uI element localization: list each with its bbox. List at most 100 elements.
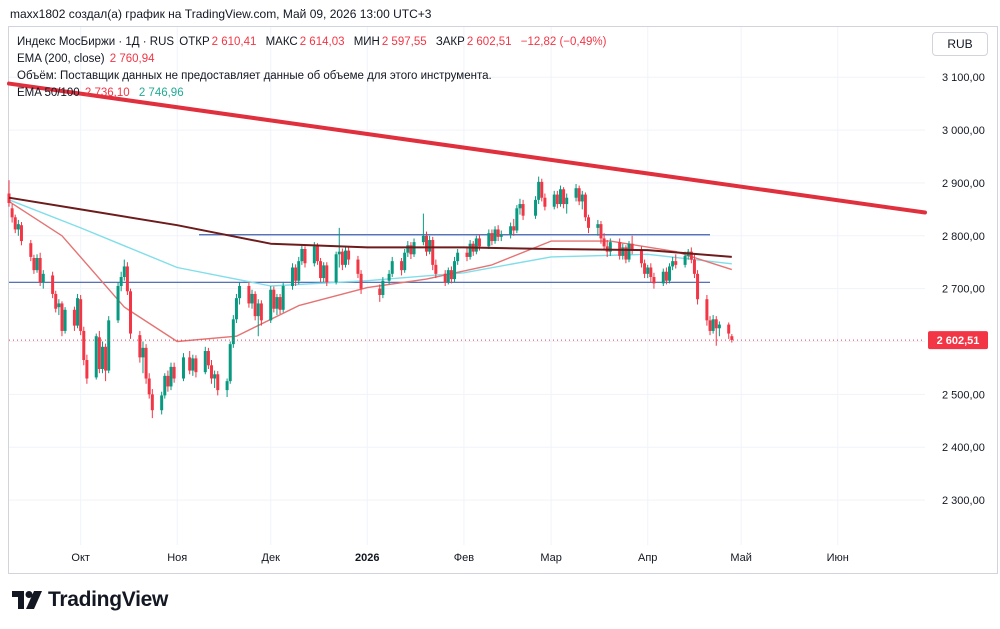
- candle-body: [583, 194, 587, 218]
- low-value: 2 597,55: [381, 36, 427, 48]
- candle-body: [521, 204, 525, 216]
- candle-body: [661, 271, 665, 284]
- candle-body: [104, 346, 108, 371]
- candle-body: [387, 273, 391, 281]
- chart-attribution: maxx1802 создал(а) график на TradingView…: [10, 7, 432, 21]
- y-tick-label: 2 900,00: [942, 178, 985, 190]
- candle-body: [400, 261, 404, 271]
- candle-body: [116, 286, 120, 321]
- volume-row: Объём: Поставщик данных не предоставляет…: [17, 68, 612, 85]
- candle-body: [668, 266, 672, 281]
- candle-body: [727, 324, 731, 334]
- candle-body: [449, 270, 453, 280]
- candle-body: [147, 378, 151, 395]
- open-value: 2 610,41: [211, 36, 257, 48]
- x-tick-label: Май: [730, 552, 752, 564]
- x-tick-label: Мар: [540, 552, 562, 564]
- y-tick-label: 2 500,00: [942, 389, 985, 401]
- candle-body: [191, 358, 195, 371]
- candle-body: [76, 298, 80, 326]
- last-price-label: 2 602,51: [937, 335, 980, 347]
- candle-body: [574, 188, 578, 198]
- candle-body: [210, 365, 214, 379]
- candle-body: [216, 374, 220, 391]
- candle-body: [596, 224, 600, 228]
- candle-body: [29, 243, 33, 257]
- candle-body: [696, 273, 700, 300]
- candle-body: [537, 181, 541, 200]
- candle-body: [730, 336, 734, 340]
- candle-body: [163, 375, 167, 396]
- candle-body: [122, 266, 126, 278]
- x-tick-label: Дек: [262, 552, 281, 564]
- candle-body: [649, 267, 653, 278]
- candle-body: [275, 297, 279, 309]
- ema-row[interactable]: EMA 50/100 2 736,10 2 746,96: [17, 85, 612, 102]
- high-label: МАКС: [265, 36, 298, 48]
- candle-body: [671, 261, 675, 267]
- candle-body: [692, 259, 696, 274]
- candle-body: [315, 246, 319, 262]
- candle-body: [512, 226, 516, 231]
- chart-legend: Индекс МосБиржи · 1Д · RUS ОТКР 2 610,41 …: [17, 34, 612, 102]
- ema100-line: [8, 199, 732, 287]
- candle-body: [291, 267, 295, 286]
- high-value: 2 614,03: [299, 36, 345, 48]
- candle-body: [272, 289, 276, 309]
- trendline: [7, 81, 927, 215]
- candle-body: [403, 252, 407, 271]
- candle-body: [562, 189, 566, 205]
- candle-body: [490, 233, 494, 242]
- candle-body: [577, 188, 581, 202]
- volume-note: Объём: Поставщик данных не предоставляет…: [17, 70, 492, 82]
- candle-body: [487, 233, 491, 247]
- candle-body: [421, 235, 425, 243]
- candle-body: [630, 243, 634, 251]
- candle-body: [717, 324, 721, 329]
- candle-body: [247, 286, 251, 304]
- candle-body: [565, 197, 569, 205]
- candle-body: [406, 245, 410, 253]
- candle-body: [269, 289, 273, 321]
- candle-body: [474, 238, 478, 252]
- candle-body: [543, 197, 547, 207]
- candle-body: [213, 374, 217, 379]
- tradingview-logo[interactable]: TradingView: [12, 588, 168, 612]
- candle-body: [100, 346, 104, 369]
- ema200-row[interactable]: EMA (200, close) 2 760,94: [17, 51, 612, 68]
- candle-body: [580, 194, 584, 202]
- candle-body: [711, 319, 715, 331]
- candle-body: [51, 275, 55, 294]
- candle-body: [297, 261, 301, 281]
- candle-body: [188, 357, 192, 371]
- ema50-line: [8, 200, 733, 343]
- candle-body: [94, 336, 98, 378]
- candle-body: [515, 208, 519, 231]
- candle-body: [79, 299, 83, 331]
- candle-body: [714, 319, 718, 329]
- change-value: −12,82 (−0,49%): [520, 36, 607, 48]
- candle-body: [206, 351, 210, 366]
- candle-body: [424, 235, 428, 252]
- candle-body: [278, 297, 282, 310]
- currency-button[interactable]: RUB: [932, 32, 988, 56]
- low-label: МИН: [353, 36, 380, 48]
- symbol-label[interactable]: Индекс МосБиржи · 1Д · RUS: [17, 36, 175, 48]
- y-tick-label: 3 000,00: [942, 125, 985, 137]
- candle-body: [443, 273, 447, 283]
- candle-body: [555, 194, 559, 205]
- candle-body: [558, 189, 562, 205]
- x-tick-label: Окт: [71, 552, 90, 564]
- candle-body: [141, 347, 145, 358]
- candle-body: [378, 288, 382, 295]
- candle-body: [552, 194, 556, 207]
- candle-body: [13, 217, 17, 230]
- candle-body: [125, 266, 129, 292]
- candle-body: [465, 252, 469, 257]
- ema200-label: EMA (200, close): [17, 53, 105, 65]
- candle-body: [194, 358, 198, 373]
- candle-body: [343, 250, 347, 265]
- candle-body: [35, 257, 39, 271]
- candle-body: [496, 229, 500, 237]
